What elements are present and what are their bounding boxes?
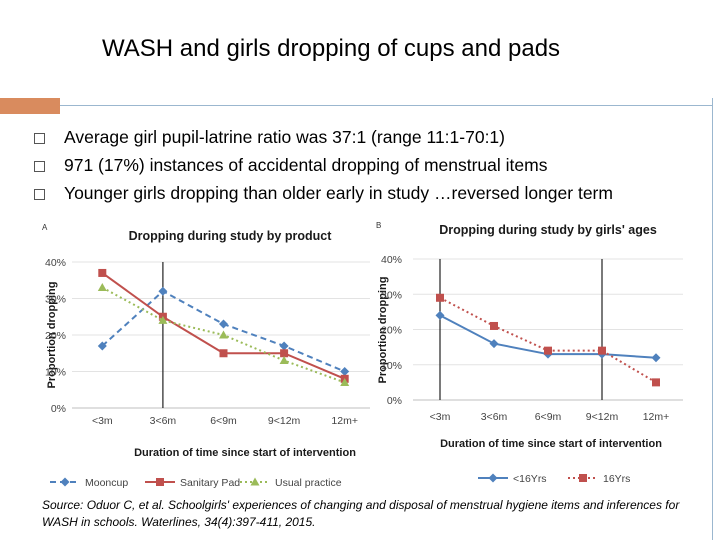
data-point xyxy=(489,339,499,349)
data-point xyxy=(97,341,107,351)
x-tick-label: 3<6m xyxy=(481,411,508,423)
data-point xyxy=(436,293,444,302)
data-point xyxy=(219,330,228,339)
legend-label: Usual practice xyxy=(275,477,342,489)
data-point xyxy=(97,283,107,292)
data-point xyxy=(280,349,289,358)
y-tick-label: 20% xyxy=(381,325,402,337)
bullet-box-icon xyxy=(34,133,45,144)
y-axis-label: Proportion dropping xyxy=(377,277,389,384)
slide-right-border xyxy=(712,98,713,540)
data-point xyxy=(435,310,445,320)
x-axis-label: Duration of time since start of interven… xyxy=(134,447,356,459)
data-point xyxy=(279,356,289,365)
panel-label: B xyxy=(376,221,381,230)
x-tick-label: 3<6m xyxy=(150,415,177,427)
bullet-item: Average girl pupil-latrine ratio was 37:… xyxy=(34,126,684,148)
legend-marker xyxy=(156,478,164,486)
data-point xyxy=(219,349,228,358)
legend-marker xyxy=(488,473,498,483)
slide-title: WASH and girls dropping of cups and pads xyxy=(102,35,561,62)
title-divider xyxy=(60,105,712,106)
legend-label: <16Yrs xyxy=(513,473,547,485)
legend-marker xyxy=(579,474,587,482)
chart-title: Dropping during study by girls' ages xyxy=(439,223,657,237)
data-point xyxy=(279,341,289,351)
y-tick-label: 30% xyxy=(381,289,402,301)
data-point xyxy=(158,286,168,296)
chart-dropping-by-age: B Dropping during study by girls' ages P… xyxy=(376,221,683,485)
data-point xyxy=(490,321,498,330)
x-tick-label: 12m+ xyxy=(643,411,670,423)
x-tick-label: <3m xyxy=(430,411,451,423)
y-tick-label: 30% xyxy=(45,294,66,306)
bullet-text: Average girl pupil-latrine ratio was 37:… xyxy=(64,127,505,147)
data-point xyxy=(98,268,107,277)
data-point xyxy=(652,378,660,387)
data-point xyxy=(158,315,168,324)
data-point xyxy=(651,353,661,363)
panel-label: A xyxy=(42,223,48,232)
x-tick-label: 12m+ xyxy=(331,415,358,427)
x-tick-label: 9<12m xyxy=(586,411,619,423)
x-tick-label: 9<12m xyxy=(268,415,301,427)
legend-label: 16Yrs xyxy=(603,473,630,485)
x-tick-label: 6<9m xyxy=(535,411,562,423)
data-point xyxy=(340,377,350,386)
y-tick-label: 40% xyxy=(381,254,402,266)
legend-marker xyxy=(60,477,70,487)
source-citation: Source: Oduor C, et al. Schoolgirls' exp… xyxy=(42,498,680,529)
y-tick-label: 20% xyxy=(45,330,66,342)
legend-label: Sanitary Pad xyxy=(180,477,240,489)
data-point xyxy=(598,346,606,355)
data-point xyxy=(219,319,228,329)
y-tick-label: 10% xyxy=(381,360,402,372)
chart-title: Dropping during study by product xyxy=(129,229,333,243)
bullet-box-icon xyxy=(34,161,45,172)
bullet-text: 971 (17%) instances of accidental droppi… xyxy=(64,155,548,175)
legend-marker xyxy=(250,477,260,486)
bullet-box-icon xyxy=(34,189,45,200)
series-line xyxy=(439,296,657,384)
x-axis-label: Duration of time since start of interven… xyxy=(440,438,662,450)
bullet-item: Younger girls dropping than older early … xyxy=(34,182,684,204)
y-axis-label: Proportion dropping xyxy=(46,282,58,389)
y-tick-label: 0% xyxy=(387,395,402,407)
x-tick-label: <3m xyxy=(92,415,113,427)
legend-label: Mooncup xyxy=(85,477,128,489)
y-tick-label: 10% xyxy=(45,367,66,379)
bullet-text: Younger girls dropping than older early … xyxy=(64,183,613,203)
title-accent-bar xyxy=(0,98,60,114)
chart-dropping-by-product: A Dropping during study by product Propo… xyxy=(42,223,370,489)
bullet-list: Average girl pupil-latrine ratio was 37:… xyxy=(34,126,684,210)
y-tick-label: 0% xyxy=(51,403,66,415)
data-point xyxy=(340,367,350,376)
x-tick-label: 6<9m xyxy=(210,415,237,427)
data-point xyxy=(544,346,552,355)
bullet-item: 971 (17%) instances of accidental droppi… xyxy=(34,154,684,176)
y-tick-label: 40% xyxy=(45,257,66,269)
